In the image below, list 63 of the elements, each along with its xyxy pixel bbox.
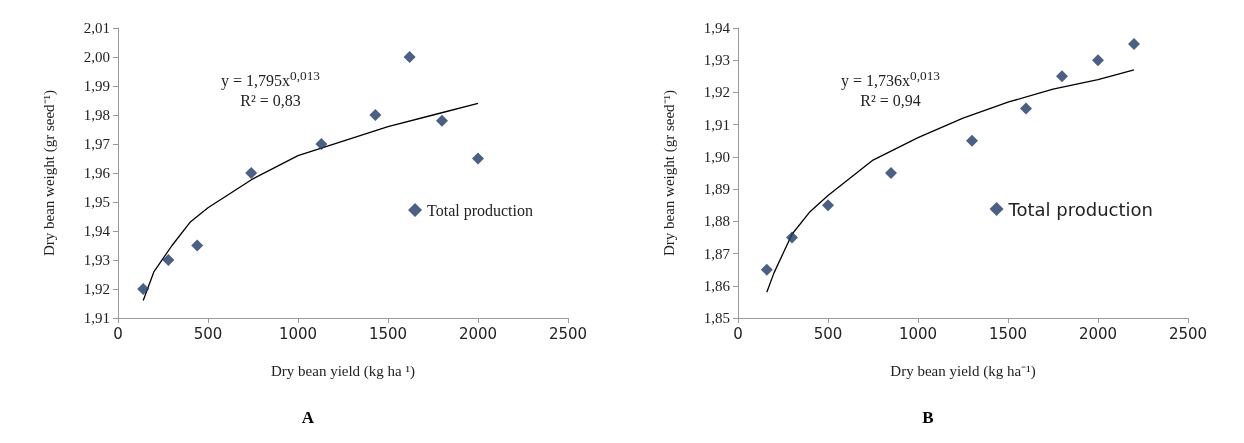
- y-tick-label: 1,89: [703, 181, 730, 198]
- point: [245, 167, 258, 179]
- y-tick-label: 1,97: [83, 136, 111, 152]
- point: [137, 283, 150, 295]
- point: [885, 167, 897, 179]
- y-tick-label: 1,85: [703, 310, 730, 326]
- y-tick-label: 1,92: [83, 281, 110, 297]
- y-tick-label: 1,86: [703, 277, 731, 294]
- point: [191, 239, 204, 252]
- y-tick-label: 1,99: [83, 78, 110, 94]
- x-tick-label: 2000: [458, 324, 498, 343]
- point: [315, 138, 328, 150]
- x-tick-label: 2500: [1168, 324, 1208, 343]
- x-tick-label: 1500: [988, 324, 1028, 343]
- text: B: [922, 408, 934, 427]
- y-tick-label: 1,96: [83, 165, 111, 181]
- y-tick-label: 2,00: [83, 49, 110, 65]
- x-axis-title: Dry bean yield (kg ha ¹): [270, 362, 416, 380]
- point: [1056, 70, 1068, 83]
- annotation: R² = 0,83: [239, 91, 302, 112]
- x-tick-label: 0: [733, 324, 743, 343]
- point: [1092, 54, 1104, 67]
- x-tick-label: 1500: [368, 324, 408, 343]
- point: [162, 254, 175, 266]
- y-tick-label: 1,91: [703, 116, 730, 133]
- y-tick-label: 1,92: [703, 84, 730, 101]
- point: [472, 152, 484, 165]
- annotation: R² = 0,94: [859, 91, 922, 112]
- x-tick-label: 500: [193, 324, 223, 343]
- y-tick-label: 1,88: [703, 213, 730, 230]
- y-tick-label: 1,94: [83, 223, 111, 239]
- y-tick-label: 2,01: [83, 20, 110, 36]
- point: [760, 263, 773, 276]
- point: [369, 109, 382, 121]
- point: [1128, 38, 1140, 51]
- x-tick-label: 1000: [898, 324, 938, 343]
- y-tick-label: 1,91: [83, 310, 110, 326]
- point: [436, 114, 448, 127]
- x-tick-label: 2000: [1078, 324, 1118, 343]
- x-tick-label: 0: [113, 324, 123, 343]
- point: [1020, 102, 1032, 115]
- x-tick-label: 2500: [548, 324, 588, 343]
- y-tick-label: 1,93: [83, 252, 110, 268]
- point: [822, 199, 834, 212]
- y-tick-label: 1,94: [703, 20, 731, 36]
- x-tick-label: 1000: [278, 324, 318, 343]
- annotation: y = 1,795x$^{0,013}$: [220, 67, 321, 92]
- x-tick-label: 500: [813, 324, 843, 343]
- point: [966, 134, 978, 147]
- x-axis-title: Dry bean yield (kg ha⁻¹): [890, 362, 1036, 380]
- point: [786, 231, 798, 244]
- y-tick-label: 1,95: [83, 194, 110, 210]
- y-tick-label: 1,87: [703, 245, 731, 262]
- legend-label: Total production: [427, 201, 533, 220]
- y-tick-label: 1,90: [703, 148, 730, 165]
- y-axis-title: Dry bean weight (gr seed⁻¹): [40, 89, 58, 257]
- text: A: [301, 408, 315, 427]
- y-tick-label: 1,93: [703, 52, 730, 69]
- y-tick-label: 1,98: [83, 107, 110, 123]
- point: [403, 51, 416, 63]
- y-axis-title: Dry bean weight (gr seed⁻¹): [660, 89, 678, 257]
- annotation: y = 1,736x$^{0,013}$: [840, 67, 941, 92]
- legend-label: Total production: [1007, 198, 1154, 220]
